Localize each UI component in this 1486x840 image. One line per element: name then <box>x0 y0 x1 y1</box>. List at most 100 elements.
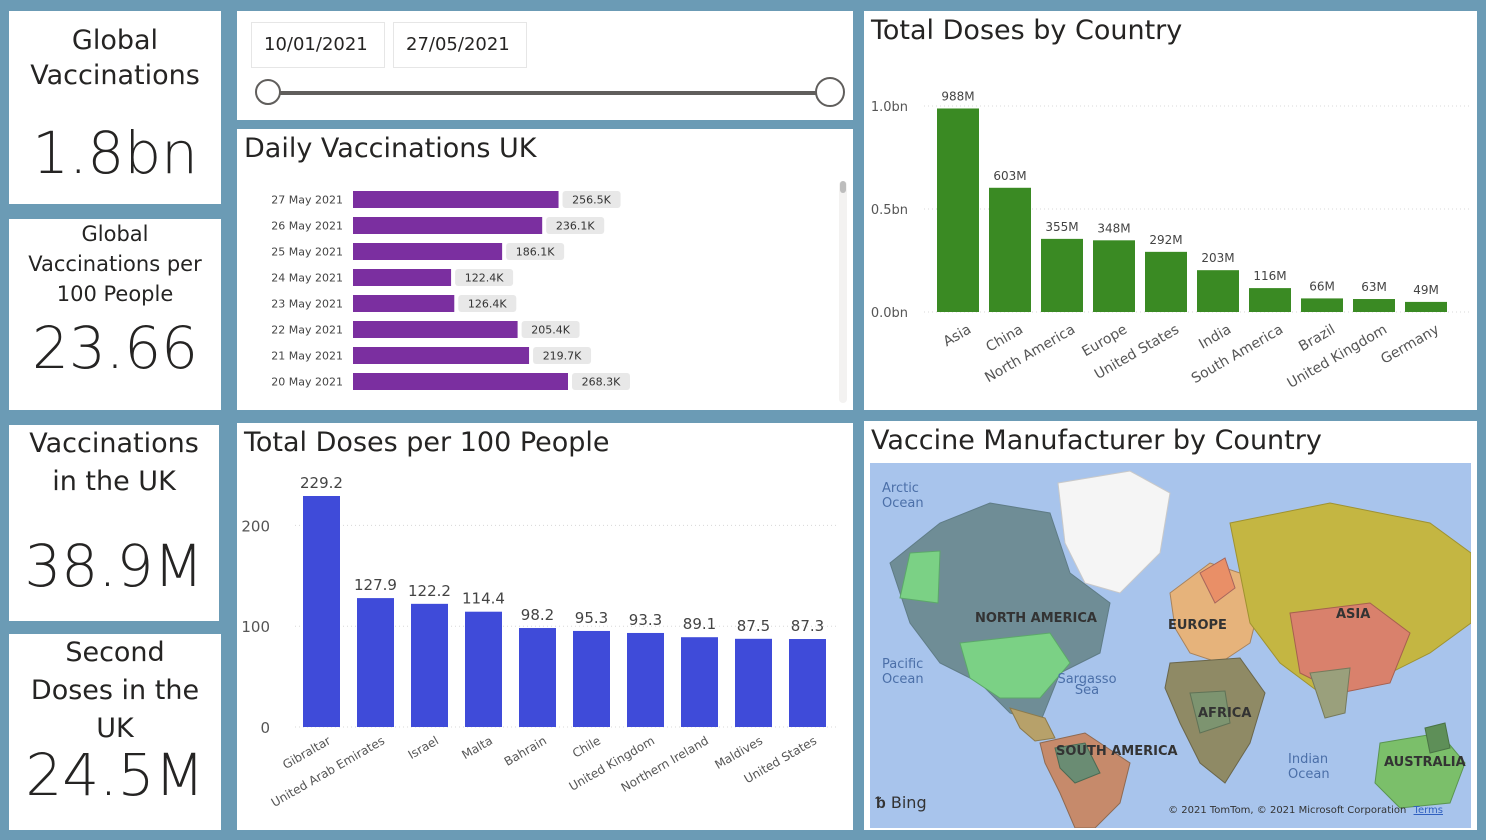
daily-bar[interactable] <box>353 269 452 286</box>
daily-bar[interactable] <box>353 321 518 338</box>
per100-bar[interactable] <box>573 630 610 727</box>
per100-y-tick: 0 <box>260 719 270 737</box>
country-bar[interactable] <box>1405 301 1447 312</box>
country-data-label: 116M <box>1253 269 1286 283</box>
country-bar[interactable] <box>1197 270 1239 312</box>
daily-data-label: 219.7K <box>543 350 582 363</box>
daily-label-bg <box>533 347 592 364</box>
country-bar[interactable] <box>989 187 1031 312</box>
country-category-label: North America <box>982 322 1078 387</box>
per100-bar[interactable] <box>789 639 826 727</box>
per100-y-tick: 100 <box>241 618 270 636</box>
slider-end-handle[interactable] <box>815 77 845 107</box>
country-y-tick: 1.0bn <box>871 100 908 115</box>
country-bar[interactable] <box>1093 240 1135 312</box>
country-category-label: Germany <box>1378 322 1442 368</box>
map-copyright: © 2021 TomTom, © 2021 Microsoft Corporat… <box>1168 805 1443 816</box>
date-range-slicer: 10/01/2021 27/05/2021 <box>237 11 853 120</box>
per100-data-label: 93.3 <box>629 611 662 629</box>
total-doses-per-100-visual: Total Doses per 100 People 0 100 200 229.2 G… <box>237 423 853 830</box>
per100-bar[interactable] <box>519 628 556 727</box>
country-bar[interactable] <box>1353 299 1395 312</box>
daily-data-label: 205.4K <box>531 324 570 337</box>
per100-data-label: 87.5 <box>737 617 770 635</box>
map-label-africa: AFRICA <box>1198 706 1252 721</box>
visual-title: Vaccine Manufacturer by Country <box>871 425 1322 456</box>
daily-vaccinations-chart: 27 May 2021 256.5K 26 May 2021 236.1K 25 May… <box>271 191 630 390</box>
daily-bar[interactable] <box>353 191 559 208</box>
world-map[interactable] <box>870 463 1471 828</box>
daily-category-label: 27 May 2021 <box>271 194 343 207</box>
per100-bar[interactable] <box>357 598 394 727</box>
country-data-label: 355M <box>1045 220 1078 234</box>
visual-title: Total Doses per 100 People <box>244 427 610 458</box>
per100-data-label: 89.1 <box>683 615 716 633</box>
terms-link[interactable]: Terms <box>1413 805 1443 816</box>
country-category-label: India <box>1196 322 1234 353</box>
country-bar[interactable] <box>1301 298 1343 312</box>
map-label-sargasso: Sargasso Sea <box>1057 672 1117 698</box>
country-category-label: South America <box>1189 322 1286 387</box>
per100-bar[interactable] <box>627 632 664 727</box>
daily-data-label: 256.5K <box>572 194 611 207</box>
bing-label: Bing <box>890 793 927 812</box>
per100-data-label: 127.9 <box>354 576 397 594</box>
per100-data-label: 95.3 <box>575 609 608 627</box>
country-bar[interactable] <box>937 108 979 312</box>
map-label-australia: AUSTRALIA <box>1384 755 1466 770</box>
per100-bar[interactable] <box>735 638 772 727</box>
daily-data-label: 268.3K <box>582 376 621 389</box>
daily-label-bg <box>458 295 517 312</box>
per100-bar[interactable] <box>681 637 718 727</box>
country-bar[interactable] <box>1145 251 1187 312</box>
daily-data-label: 186.1K <box>516 246 555 259</box>
country-data-label: 63M <box>1361 280 1387 294</box>
slider-track[interactable] <box>269 91 831 95</box>
country-data-label: 66M <box>1309 279 1335 293</box>
end-date-input[interactable]: 27/05/2021 <box>393 22 527 68</box>
country-bar[interactable] <box>1041 238 1083 312</box>
kpi-title: Vaccinations in the UK <box>29 428 199 497</box>
map-label-pacific: Pacific Ocean <box>882 657 924 687</box>
daily-label-bg <box>455 269 514 286</box>
scrollbar-thumb[interactable] <box>840 181 846 193</box>
slider-start-handle[interactable] <box>255 79 281 105</box>
country-y-tick: 0.0bn <box>871 306 908 321</box>
map-label-arctic: Arctic Ocean <box>882 481 924 511</box>
daily-bar[interactable] <box>353 295 455 312</box>
daily-label-bg <box>572 373 630 390</box>
per100-category-label: Malta <box>459 733 495 762</box>
daily-data-label: 126.4K <box>468 298 507 311</box>
kpi-value: 38.9M <box>24 532 204 600</box>
map-label-south-america: SOUTH AMERICA <box>1056 744 1178 759</box>
per100-bar[interactable] <box>303 496 340 727</box>
per100-category-label: Bahrain <box>502 733 549 768</box>
per100-bar[interactable] <box>465 611 502 727</box>
daily-bar[interactable] <box>353 347 530 364</box>
scrollbar-track[interactable] <box>839 181 847 403</box>
daily-category-label: 25 May 2021 <box>271 246 343 259</box>
daily-label-bg <box>521 321 580 338</box>
kpi-value: 24.5M <box>25 741 205 809</box>
per100-bar[interactable] <box>411 603 448 727</box>
daily-bar[interactable] <box>353 373 568 390</box>
per100-data-label: 229.2 <box>300 474 343 492</box>
daily-label-bg <box>506 243 565 260</box>
start-date-input[interactable]: 10/01/2021 <box>251 22 385 68</box>
kpi-card-uk-vaccinations: Vaccinations in the UK 38.9M <box>9 425 219 621</box>
vaccine-manufacturer-map-visual: Vaccine Manufacturer by Country Arctic O… <box>864 421 1477 830</box>
country-bar[interactable] <box>1249 288 1291 312</box>
map-label-europe: EUROPE <box>1168 618 1227 633</box>
total-doses-country-chart: 0.0bn0.5bn1.0bn988MAsia603MChina355MNort… <box>871 89 1470 392</box>
bing-icon: ᵬ <box>876 793 886 812</box>
kpi-title: Global Vaccinations per 100 People <box>28 222 202 306</box>
daily-bar[interactable] <box>353 217 543 234</box>
daily-bar[interactable] <box>353 243 503 260</box>
daily-category-label: 20 May 2021 <box>271 376 343 389</box>
kpi-card-global-vaccinations: Global Vaccinations 1.8bn <box>9 11 221 204</box>
map-labels: Arctic Ocean NORTH AMERICA Pacific Ocean… <box>870 463 1471 828</box>
copyright-text: © 2021 TomTom, © 2021 Microsoft Corporat… <box>1168 805 1407 816</box>
visual-title: Daily Vaccinations UK <box>244 133 537 164</box>
country-data-label: 203M <box>1201 251 1234 265</box>
